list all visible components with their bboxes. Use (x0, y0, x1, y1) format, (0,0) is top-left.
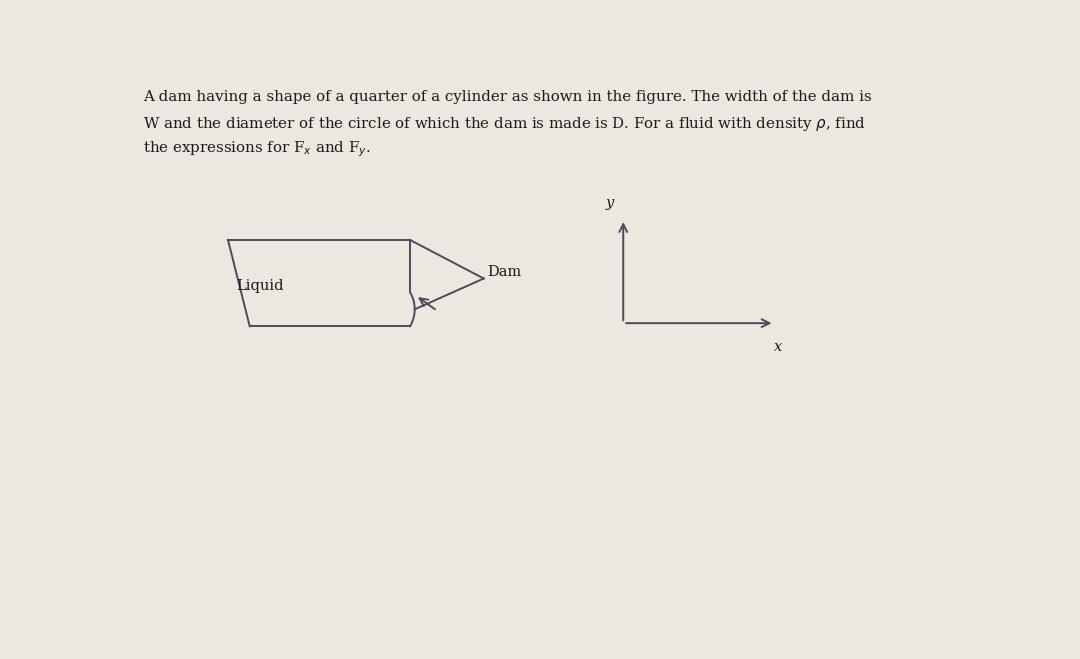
Text: y: y (606, 196, 613, 210)
Text: Liquid: Liquid (235, 279, 283, 293)
Text: W and the diameter of the circle of which the dam is made is D. For a fluid with: W and the diameter of the circle of whic… (143, 115, 866, 132)
Text: the expressions for F$_x$ and F$_y$.: the expressions for F$_x$ and F$_y$. (143, 139, 370, 159)
Text: A dam having a shape of a quarter of a cylinder as shown in the figure. The widt: A dam having a shape of a quarter of a c… (143, 90, 872, 104)
Text: x: x (774, 340, 782, 354)
Text: Dam: Dam (488, 266, 522, 279)
